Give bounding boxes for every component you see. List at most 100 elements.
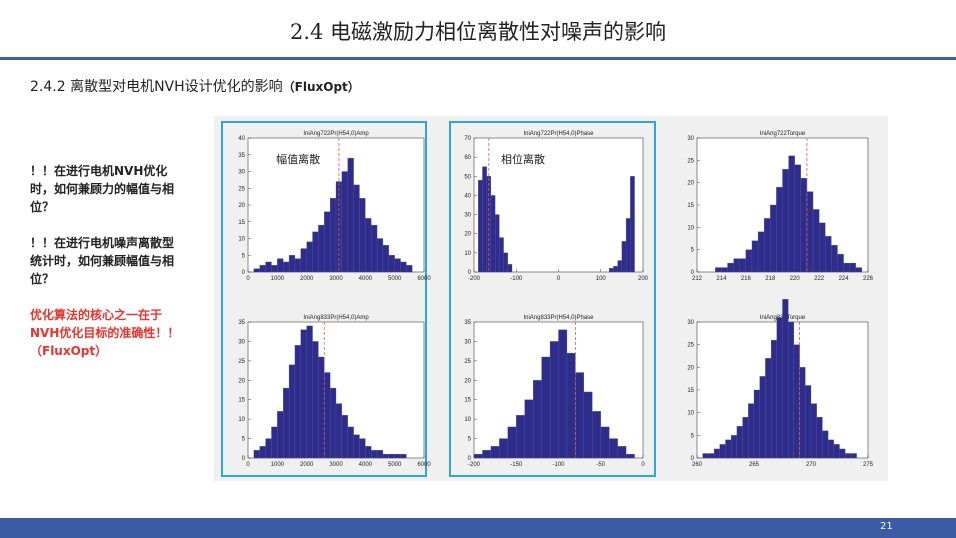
histogram-bar	[283, 261, 290, 273]
x-tick-label: 1000	[271, 462, 285, 468]
y-tick-label: 50	[464, 174, 471, 180]
x-tick-label: 224	[839, 276, 850, 282]
y-tick-label: 35	[464, 320, 471, 326]
histogram-bar	[347, 426, 354, 459]
histogram-bar	[259, 265, 266, 273]
histogram-bar	[541, 356, 551, 459]
chart-title: IniAng833Pr(H54,0)Amp	[303, 315, 369, 321]
histogram-bar	[294, 345, 301, 459]
x-tick-label: -50	[596, 462, 605, 468]
histogram-bar	[825, 236, 832, 273]
chart-title: IniAng722Pr(H54,0)Phase	[523, 131, 594, 137]
histogram-bar	[833, 444, 840, 459]
page-number: 21	[880, 521, 893, 532]
histogram-bar	[347, 157, 354, 273]
histogram-bar	[300, 329, 307, 459]
histogram-bar	[609, 268, 614, 273]
histogram-bar	[855, 267, 863, 273]
histogram-bar	[575, 372, 585, 459]
histogram-bar	[748, 403, 755, 459]
histogram-bar	[765, 358, 772, 459]
histogram-bar	[782, 299, 789, 459]
histogram-bar	[482, 166, 487, 273]
x-tick-label: 220	[790, 276, 801, 282]
histogram-bar	[727, 262, 734, 273]
y-tick-label: 10	[464, 417, 471, 423]
y-tick-label: 70	[464, 136, 471, 142]
histogram-bar	[533, 380, 542, 459]
y-tick-label: 20	[687, 365, 694, 371]
histogram-bar	[482, 450, 492, 459]
histogram-bar	[312, 231, 319, 273]
histogram-bar	[490, 446, 500, 459]
histogram-bar	[324, 372, 331, 459]
histogram-bar	[494, 214, 500, 273]
histogram-bar	[549, 341, 559, 459]
histogram-bar	[490, 195, 496, 273]
histogram-bar	[617, 446, 627, 459]
histogram-bar	[725, 439, 732, 459]
histogram-bar	[353, 434, 360, 459]
x-tick-label: 222	[814, 276, 825, 282]
histogram-bar	[306, 325, 313, 459]
chart-title: IniAng833Pr(H54,0)Phase	[523, 315, 594, 321]
histogram-bar	[776, 186, 783, 273]
histogram-bar	[625, 453, 635, 459]
histogram-bar	[837, 253, 844, 273]
y-tick-label: 5	[691, 248, 695, 254]
histogram-bar	[318, 224, 325, 273]
y-tick-label: 0	[242, 270, 246, 276]
histogram-bar	[288, 364, 296, 459]
histogram-bar	[742, 417, 749, 459]
y-tick-label: 20	[687, 181, 694, 187]
y-tick-label: 30	[238, 339, 245, 345]
histogram-bar	[708, 453, 715, 459]
histogram-bar	[376, 238, 384, 273]
x-tick-label: 200	[638, 276, 649, 282]
histogram-bar	[793, 344, 800, 459]
y-tick-label: 15	[687, 203, 694, 209]
y-tick-label: 30	[464, 339, 471, 345]
histogram-bar	[849, 262, 856, 273]
histogram-bar	[751, 240, 759, 273]
histogram-bar	[630, 176, 635, 273]
x-tick-label: 265	[749, 462, 760, 468]
histogram-bar	[800, 178, 808, 273]
histogram-bar	[499, 237, 504, 273]
x-tick-label: 3000	[329, 276, 343, 282]
y-tick-label: 15	[238, 220, 245, 226]
y-tick-label: 0	[468, 270, 472, 276]
histogram-bar	[776, 317, 783, 459]
histogram-bar	[843, 262, 850, 273]
y-tick-label: 15	[238, 398, 245, 404]
histogram-bar	[253, 268, 260, 273]
x-tick-label: 100	[596, 276, 607, 282]
histogram-bar	[376, 450, 384, 459]
y-tick-label: 10	[687, 411, 694, 417]
y-tick-label: 5	[242, 437, 246, 443]
histogram-bar	[850, 453, 857, 459]
x-tick-label: 4000	[359, 462, 373, 468]
histogram-bar	[400, 453, 407, 459]
y-tick-label: 40	[238, 136, 245, 142]
x-tick-label: -200	[468, 462, 481, 468]
x-tick-label: 3000	[329, 462, 343, 468]
histogram-bar	[259, 446, 266, 459]
subtitle-text: 2.4.2 离散型对电机NVH设计优化的影响	[30, 79, 283, 95]
y-tick-label: 30	[238, 170, 245, 176]
histogram-bar	[805, 385, 812, 459]
histogram-bar	[388, 453, 395, 459]
histogram-bar	[621, 241, 627, 273]
annotation: 相位离散	[501, 152, 545, 166]
y-tick-label: 15	[687, 388, 694, 394]
y-tick-label: 25	[238, 359, 245, 365]
histogram-bar	[324, 211, 331, 273]
y-tick-label: 25	[687, 158, 694, 164]
notes: ！！在进行电机NVH优化时，如何兼顾力的幅值与相位？ ！！在进行电机噪声离散型统计…	[30, 162, 185, 378]
histogram-bar	[359, 198, 366, 273]
histogram-bar	[265, 261, 272, 273]
histogram-bar	[739, 258, 747, 273]
histogram-bar	[719, 444, 726, 459]
histogram-bar	[731, 435, 738, 459]
